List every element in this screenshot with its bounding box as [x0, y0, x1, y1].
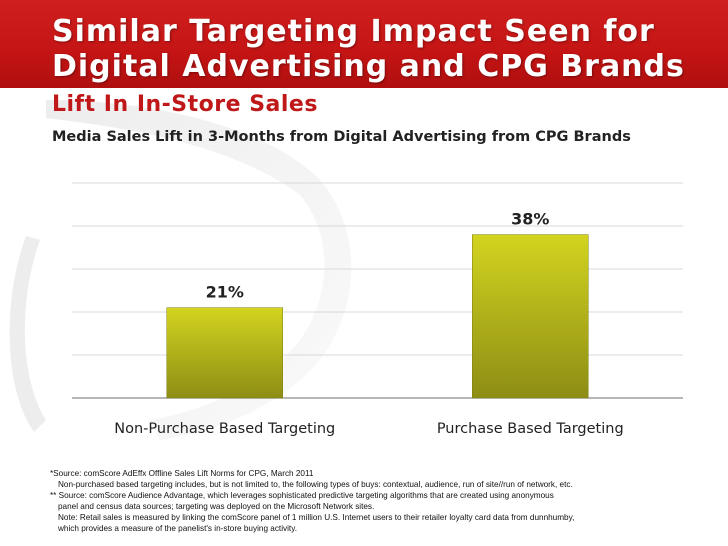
footnote-source-1: *Source: comScore AdEffx Offline Sales L… [50, 469, 314, 478]
chart-title: Media Sales Lift in 3-Months from Digita… [52, 129, 631, 145]
slide-title-line-2: Digital Advertising and CPG Brands [52, 49, 685, 84]
category-labels: Non-Purchase Based Targeting Purchase Bas… [114, 421, 623, 437]
category-label-2: Purchase Based Targeting [437, 421, 624, 437]
footnotes: *Source: comScore AdEffx Offline Sales L… [50, 468, 690, 534]
data-label-1: 21% [206, 283, 244, 302]
footnote-source-2: ** Source: comScore Audience Advantage, … [50, 491, 554, 500]
footnote-source-2-cont: panel and census data sources; targeting… [58, 502, 375, 511]
bars [166, 234, 589, 399]
footnote-note-1: Non-purchased based targeting includes, … [58, 480, 573, 489]
background-swirl-decoration [9, 100, 352, 440]
data-labels: 21% 38% [206, 210, 550, 302]
slide-title-line-1: Similar Targeting Impact Seen for [52, 14, 655, 49]
footnote-note-2-cont: which provides a measure of the panelist… [58, 524, 297, 533]
bar-1 [166, 307, 283, 399]
bar-2 [472, 234, 589, 399]
footnote-note-2: Note: Retail sales is measured by linkin… [58, 513, 575, 522]
gridlines [72, 182, 683, 399]
category-label-1: Non-Purchase Based Targeting [114, 421, 335, 437]
title-banner: Similar Targeting Impact Seen for Digita… [0, 0, 728, 88]
data-label-2: 38% [511, 210, 549, 229]
slide-subtitle: Lift In In-Store Sales [52, 92, 318, 117]
